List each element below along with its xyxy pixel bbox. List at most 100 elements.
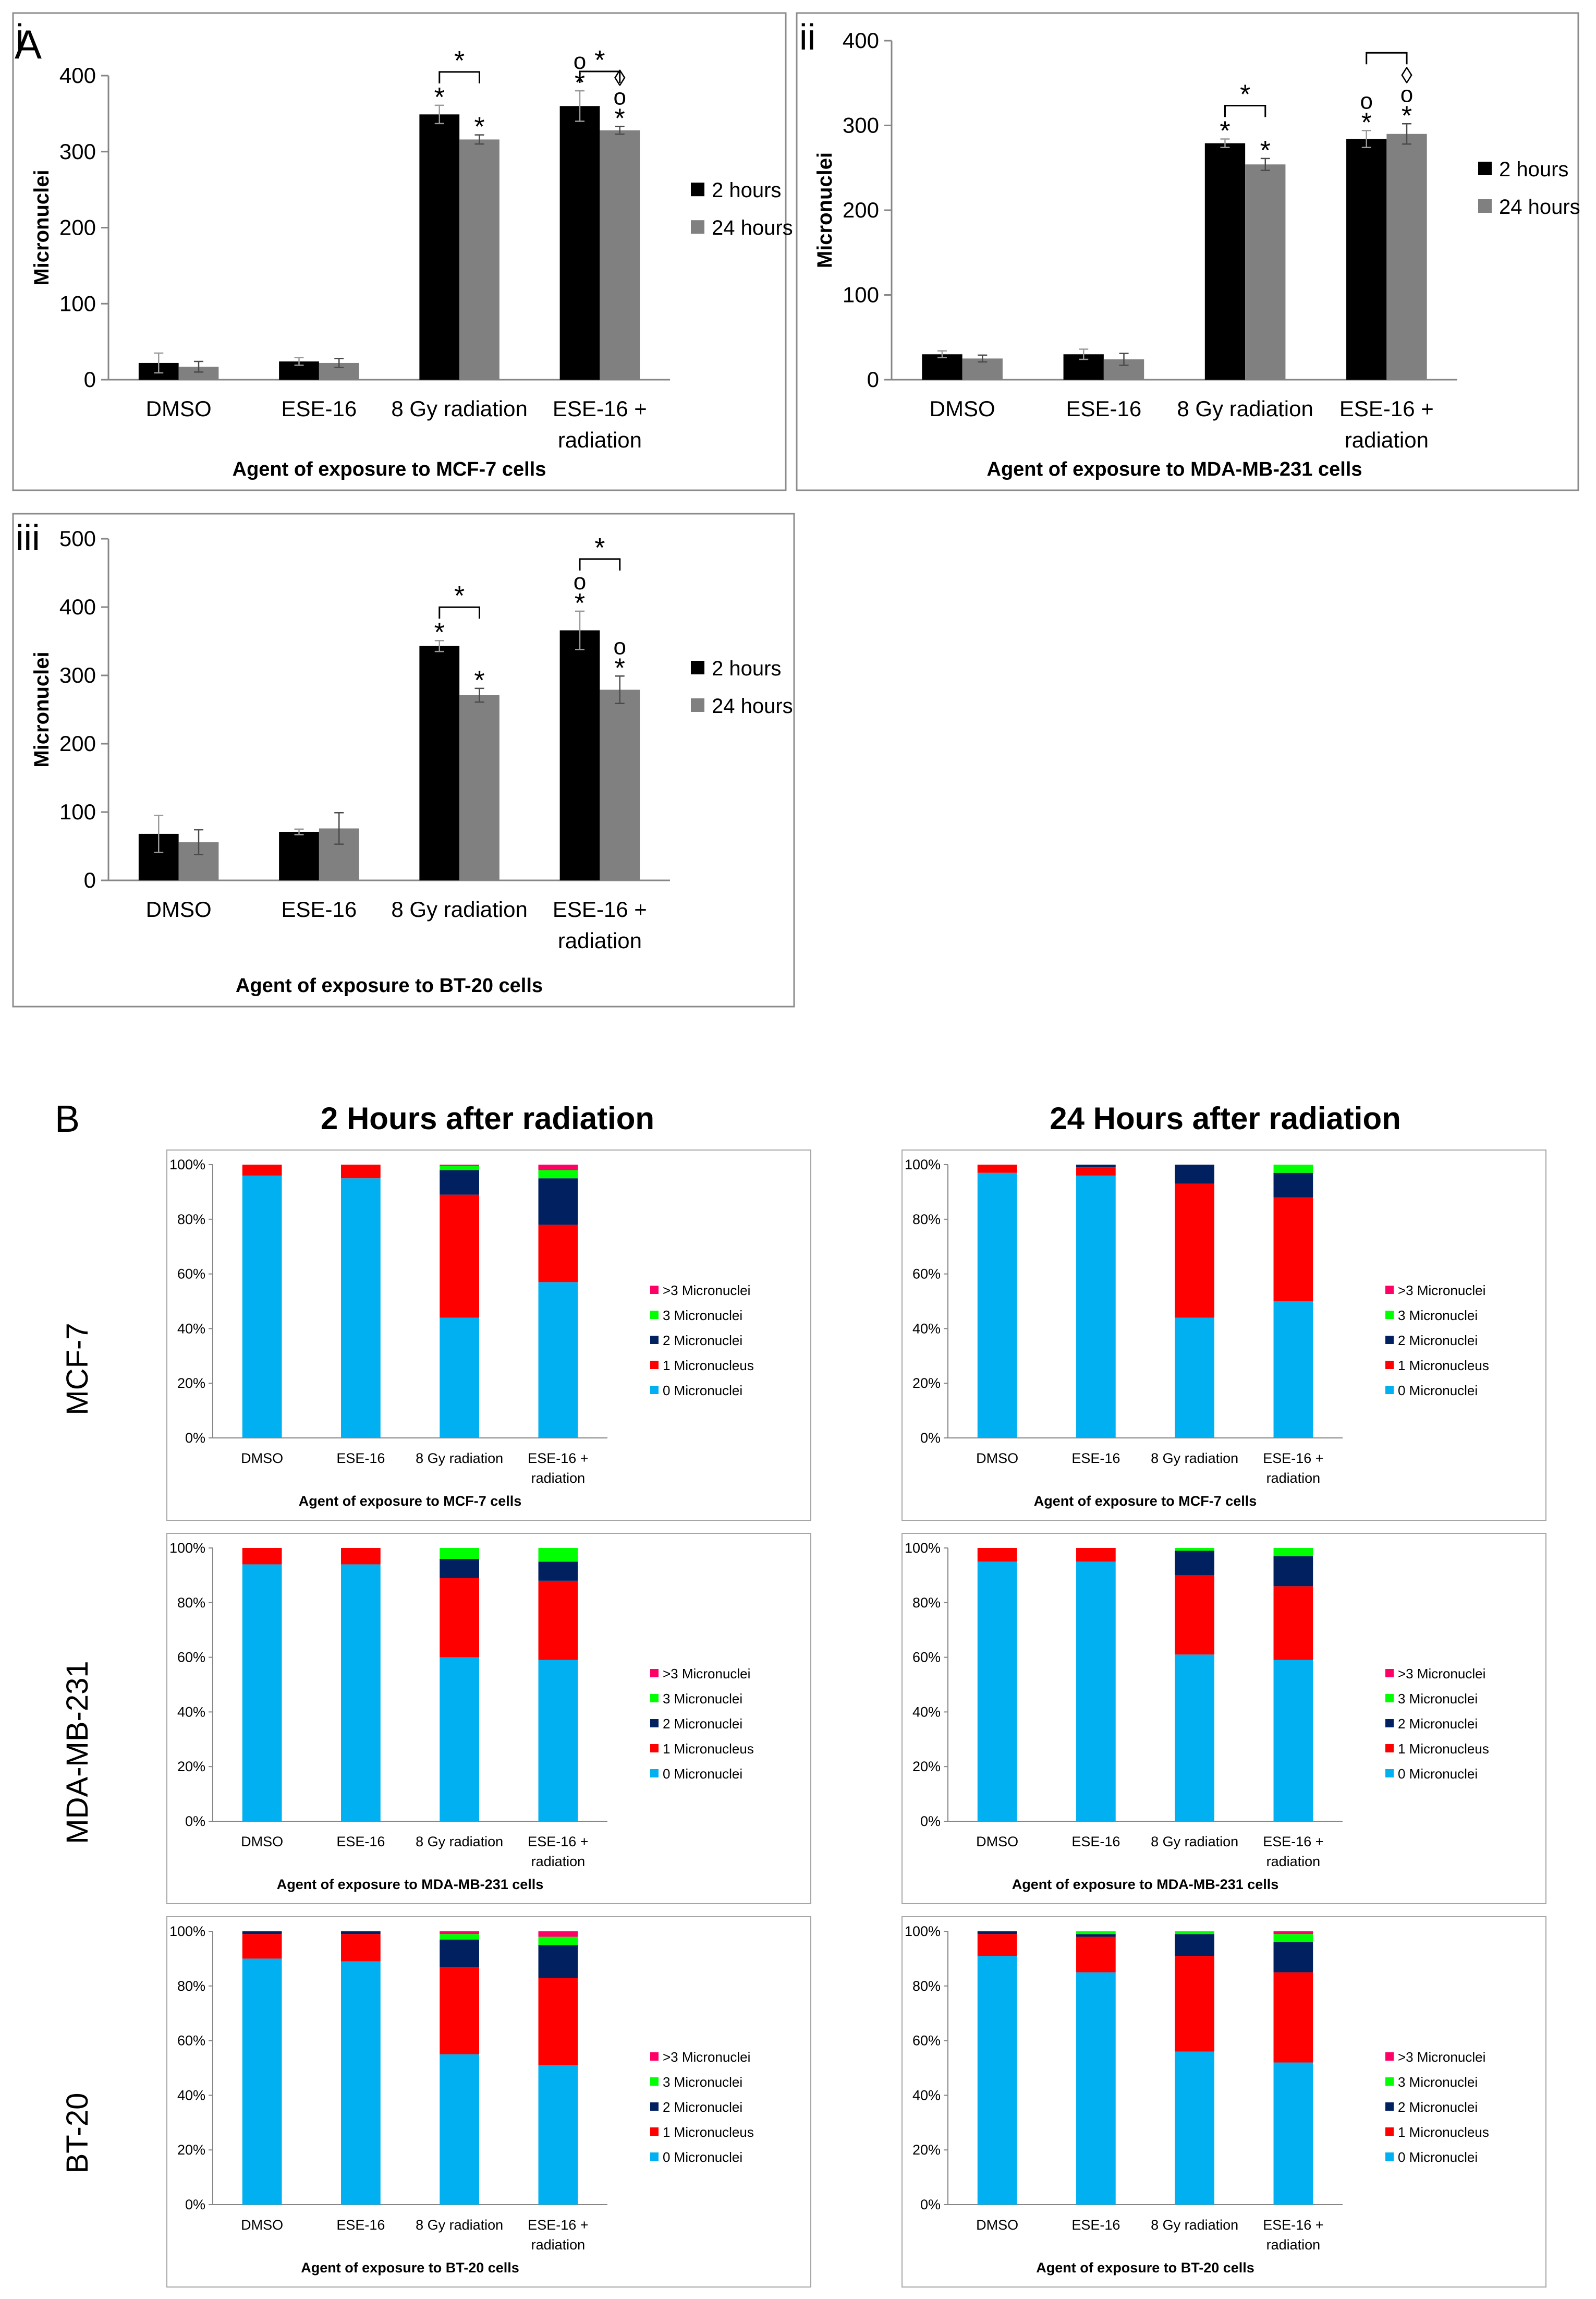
stack-segment <box>341 1178 381 1438</box>
legend-label: 2 Micronuclei <box>1398 1716 1478 1732</box>
category-label: 8 Gy radiation <box>416 2217 503 2233</box>
y-tick-label: 100% <box>169 1157 205 1172</box>
category-label: DMSO <box>976 2217 1018 2233</box>
stack-segment <box>1273 1660 1313 1821</box>
stacked-chart-B-MDA-24h: 0% 20% 40% 60% 80% 100% DMSO ESE-16 8 Gy radiati… <box>901 1533 1546 1904</box>
stack-segment <box>440 1317 479 1438</box>
y-tick-label: 40% <box>912 2087 941 2103</box>
x-axis-title: Agent of exposure to MCF-7 cells <box>1034 1493 1257 1509</box>
category-label: radiation <box>558 928 642 953</box>
significance-symbol: o <box>574 569 586 595</box>
significance-symbol: o <box>614 634 626 659</box>
category-label: radiation <box>531 2237 586 2253</box>
significance-star: * <box>1260 136 1271 166</box>
y-tick-label: 500 <box>59 526 96 551</box>
legend-swatch <box>650 1286 659 1294</box>
stacked-chart-B-BT20-2h: 0% 20% 40% 60% 80% 100% DMSO ESE-16 8 Gy radiati… <box>166 1916 811 2288</box>
significance-bracket <box>579 558 621 571</box>
y-tick-label: 60% <box>912 1650 941 1665</box>
legend-label: 24 hours <box>712 216 793 239</box>
chart-frame <box>12 12 787 491</box>
stack-segment <box>977 1165 1017 1173</box>
legend-label: >3 Micronuclei <box>1398 2049 1485 2065</box>
x-axis-title: Agent of exposure to MCF-7 cells <box>233 458 546 480</box>
legend-label: 0 Micronuclei <box>1398 1383 1478 1398</box>
stack-segment <box>538 1225 578 1282</box>
legend-swatch <box>1385 1361 1394 1369</box>
bar <box>1204 143 1246 380</box>
category-label: ESE-16 <box>1071 1450 1120 1466</box>
legend-label: 24 hours <box>712 695 793 718</box>
stack-segment <box>341 1548 381 1565</box>
stack-segment <box>341 1961 381 2205</box>
stack-segment <box>1076 1972 1116 2205</box>
panel-label: i <box>16 17 24 57</box>
y-tick-label: 100 <box>59 291 96 316</box>
category-label: ESE-16 <box>336 1450 385 1466</box>
y-tick-label: 100% <box>905 1157 941 1172</box>
y-tick-label: 60% <box>177 1266 205 1282</box>
stack-segment <box>977 1956 1017 2205</box>
stack-segment <box>1175 1931 1214 1934</box>
category-label: ESE-16 + <box>1339 396 1434 421</box>
legend-label: >3 Micronuclei <box>663 1666 750 1681</box>
bar <box>279 831 319 880</box>
legend-swatch <box>691 661 704 674</box>
charts-layer: i 0 100 200 300 400 Micronuclei DMSO ESE-16 8 Gy … <box>12 12 1580 2288</box>
legend-swatch <box>650 2052 659 2061</box>
stack-segment <box>1175 1575 1214 1655</box>
legend-swatch <box>691 220 704 234</box>
legend-swatch <box>650 1744 659 1752</box>
stack-segment <box>1273 1172 1313 1197</box>
category-label: DMSO <box>976 1834 1018 1849</box>
stack-segment <box>242 1165 282 1176</box>
stacked-chart-B-BT20-24h: 0% 20% 40% 60% 80% 100% DMSO ESE-16 8 Gy radiati… <box>901 1916 1546 2288</box>
y-tick-label: 60% <box>912 1266 941 1282</box>
category-label: 8 Gy radiation <box>1151 1834 1238 1849</box>
significance-star: * <box>434 82 445 113</box>
stack-segment <box>1273 1165 1313 1173</box>
row-label-mda: MDA-MB-231 <box>60 1661 94 1844</box>
legend-swatch <box>650 1361 659 1369</box>
legend-swatch <box>650 1386 659 1394</box>
legend-label: 3 Micronuclei <box>1398 1308 1478 1323</box>
stack-segment <box>1076 1931 1116 1934</box>
category-label: ESE-16 <box>1071 2217 1120 2233</box>
y-axis-title: Micronuclei <box>30 170 53 285</box>
y-tick-label: 20% <box>912 1375 941 1391</box>
stacked-chart-B-MDA-2h: 0% 20% 40% 60% 80% 100% DMSO ESE-16 8 Gy radiati… <box>166 1533 811 1904</box>
legend-label: 2 Micronuclei <box>663 2099 742 2115</box>
significance-bracket <box>438 71 480 83</box>
y-axis-title: Micronuclei <box>30 651 53 767</box>
category-label: radiation <box>531 1470 586 1486</box>
y-tick-label: 100 <box>59 800 96 824</box>
legend-label: >3 Micronuclei <box>1398 1282 1485 1298</box>
category-label: ESE-16 <box>282 396 357 421</box>
legend-label: 1 Micronucleus <box>663 1358 754 1373</box>
stack-segment <box>1175 1551 1214 1576</box>
y-tick-label: 400 <box>59 595 96 619</box>
x-axis-title: Agent of exposure to MCF-7 cells <box>299 1493 522 1509</box>
stack-segment <box>1273 1556 1313 1587</box>
category-label: ESE-16 + <box>528 2217 588 2233</box>
legend-swatch <box>650 1694 659 1702</box>
y-tick-label: 20% <box>177 1375 205 1391</box>
y-tick-label: 20% <box>912 2142 941 2158</box>
category-label: ESE-16 + <box>1263 1450 1323 1466</box>
y-tick-label: 0% <box>920 1813 941 1829</box>
legend-swatch <box>691 183 704 197</box>
legend-swatch <box>1385 2102 1394 2111</box>
stack-segment <box>242 1564 282 1821</box>
stack-segment <box>1273 1586 1313 1660</box>
category-label: DMSO <box>241 1834 283 1849</box>
stack-segment <box>1175 1317 1214 1438</box>
bracket-star: * <box>594 533 605 563</box>
significance-bracket <box>579 70 621 83</box>
significance-star: * <box>474 666 484 696</box>
chart-frame <box>166 1916 811 2288</box>
category-label: ESE-16 + <box>553 897 647 922</box>
stack-segment <box>1175 1165 1214 1184</box>
significance-bracket <box>1366 52 1408 65</box>
bar-chart-ii: ii 0 100 200 300 400 Micronuclei DMSO ESE-16 8 Gy… <box>796 12 1580 491</box>
